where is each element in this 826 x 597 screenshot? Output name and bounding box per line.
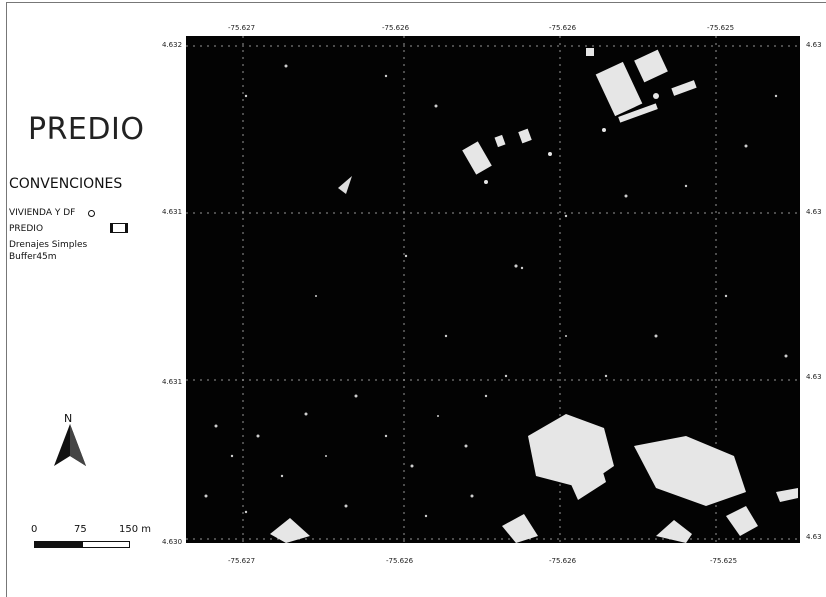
grid-label-top-2: -75.626 bbox=[549, 24, 577, 32]
map-frame[interactable] bbox=[186, 36, 800, 543]
grid-label-left-0: 4.632 bbox=[162, 41, 183, 49]
grid-label-right-1: 4.63 bbox=[806, 208, 822, 216]
scale-bar bbox=[34, 541, 130, 548]
imagery-cluster-northeast bbox=[586, 48, 697, 132]
grid-label-top-1: -75.626 bbox=[382, 24, 410, 32]
legend-item-drenajes: Drenajes Simples bbox=[9, 240, 88, 250]
north-arrow-icon bbox=[54, 424, 86, 466]
scale-bar-black-segment bbox=[35, 542, 83, 547]
scale-label-150: 150 m bbox=[119, 524, 152, 535]
imagery-cluster-south bbox=[270, 414, 798, 543]
grid-label-left-3: 4.630 bbox=[162, 538, 183, 546]
grid-label-top-0: -75.627 bbox=[228, 24, 256, 32]
grid-label-bottom-3: -75.625 bbox=[710, 557, 738, 565]
scale-label-75: 75 bbox=[74, 524, 87, 535]
imagery-building-center bbox=[462, 128, 552, 184]
legend-item-buffer: Buffer45m bbox=[9, 252, 57, 262]
imagery-speckles bbox=[204, 64, 788, 518]
map-layout-sheet bbox=[6, 2, 826, 597]
satellite-imagery bbox=[186, 36, 800, 543]
imagery-feature-west bbox=[338, 176, 352, 194]
grid-label-bottom-0: -75.627 bbox=[228, 557, 256, 565]
grid-label-right-2: 4.63 bbox=[806, 373, 822, 381]
grid-label-right-0: 4.63 bbox=[806, 41, 822, 49]
polygon-outline-icon bbox=[110, 223, 128, 233]
grid-label-bottom-2: -75.626 bbox=[549, 557, 577, 565]
legend-item-predio: PREDIO bbox=[9, 224, 44, 234]
grid-label-bottom-1: -75.626 bbox=[386, 557, 414, 565]
point-circle-icon bbox=[88, 210, 95, 217]
grid-label-top-3: -75.625 bbox=[707, 24, 735, 32]
north-label: N bbox=[64, 412, 73, 425]
grid-label-left-1: 4.631 bbox=[162, 208, 183, 216]
coordinate-grid bbox=[186, 36, 800, 543]
legend-item-vivienda: VIVIENDA Y DF bbox=[9, 208, 76, 218]
map-title: PREDIO bbox=[28, 112, 145, 147]
scale-label-0: 0 bbox=[31, 524, 38, 535]
grid-label-right-3: 4.63 bbox=[806, 533, 822, 541]
grid-label-left-2: 4.631 bbox=[162, 378, 183, 386]
legend-heading: CONVENCIONES bbox=[9, 176, 123, 192]
